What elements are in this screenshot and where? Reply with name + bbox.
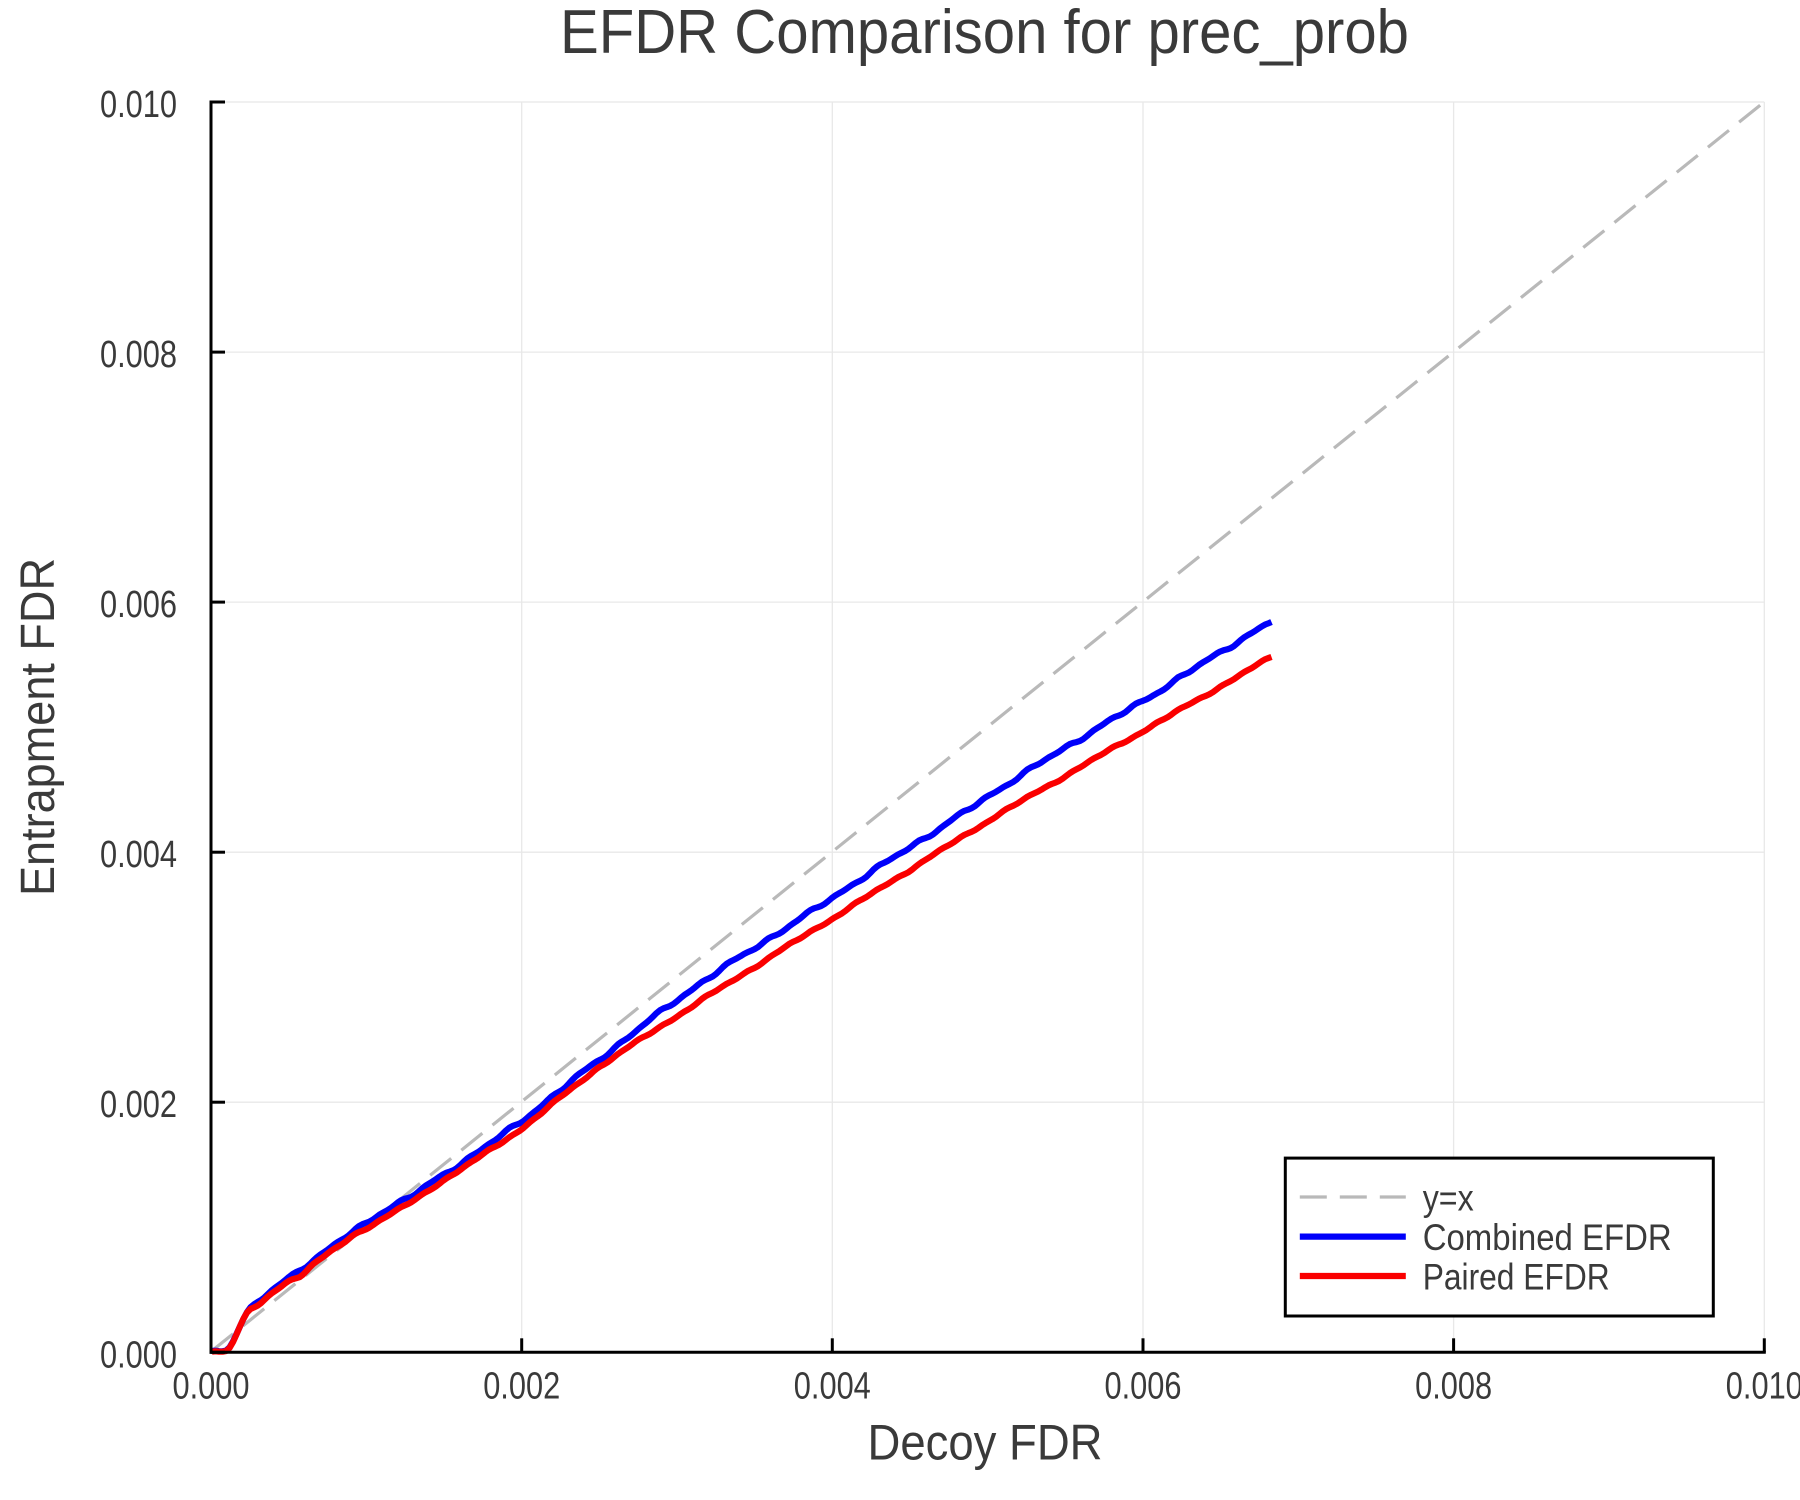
svg-text:0.002: 0.002	[100, 1084, 177, 1126]
svg-text:Decoy FDR: Decoy FDR	[868, 1415, 1103, 1471]
svg-text:0.008: 0.008	[100, 334, 177, 376]
svg-text:0.006: 0.006	[1105, 1366, 1182, 1408]
svg-text:0.006: 0.006	[100, 584, 177, 626]
svg-text:0.008: 0.008	[1415, 1366, 1492, 1408]
svg-text:0.000: 0.000	[173, 1366, 250, 1408]
svg-text:0.010: 0.010	[100, 84, 177, 126]
svg-text:0.004: 0.004	[794, 1366, 871, 1408]
svg-text:Paired EFDR: Paired EFDR	[1423, 1256, 1610, 1297]
svg-text:y=x: y=x	[1423, 1177, 1474, 1218]
svg-text:0.010: 0.010	[1726, 1366, 1800, 1408]
svg-text:Entrapment FDR: Entrapment FDR	[12, 558, 65, 896]
svg-text:EFDR Comparison for prec_prob: EFDR Comparison for prec_prob	[560, 0, 1409, 67]
svg-text:0.004: 0.004	[100, 834, 177, 876]
svg-text:Combined EFDR: Combined EFDR	[1423, 1217, 1672, 1258]
svg-text:0.000: 0.000	[100, 1334, 177, 1376]
svg-text:0.002: 0.002	[483, 1366, 560, 1408]
